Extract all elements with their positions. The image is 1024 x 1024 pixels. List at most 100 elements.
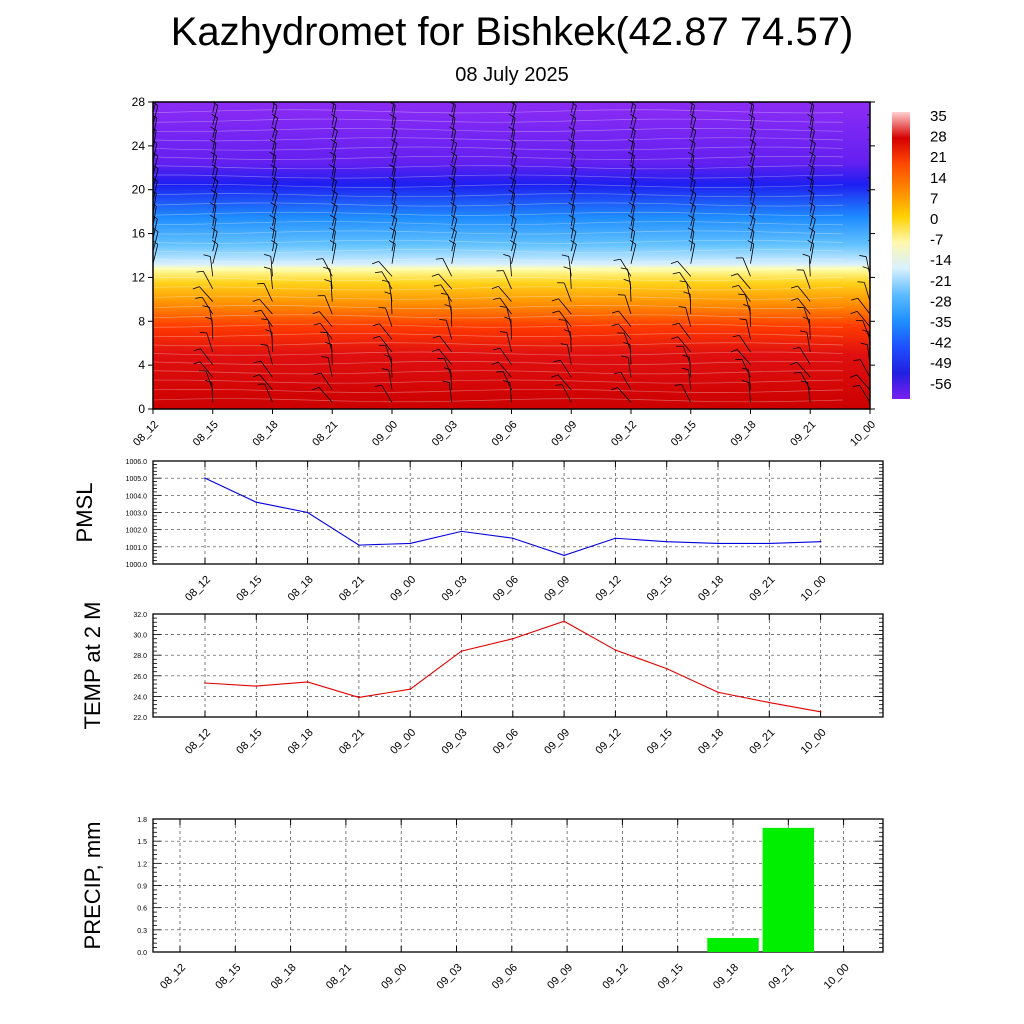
wind-barb-flag [551, 374, 559, 378]
wind-barb-flag [263, 266, 271, 270]
wind-barb [563, 282, 572, 302]
wind-barb-flag [389, 164, 396, 169]
wind-barb-flag [431, 273, 439, 277]
x-tick-label: 10_00 [799, 727, 829, 757]
y-tick-label: 16 [132, 227, 146, 241]
x-tick-label: 09_00 [388, 574, 418, 604]
wind-barb [263, 283, 273, 302]
wind-barb [630, 155, 635, 176]
series-point [358, 696, 360, 699]
colorbar-label: -7 [930, 232, 943, 249]
wind-barb [153, 375, 154, 378]
wind-barb-flag [682, 354, 690, 358]
x-tick-label: 08_15 [213, 962, 243, 992]
x-tick-label: 08_12 [183, 574, 213, 604]
colorbar-label: 0 [930, 211, 938, 228]
wind-barb-flag [807, 240, 814, 245]
wind-barb [860, 359, 870, 378]
wind-barb [800, 372, 811, 391]
wind-barb [745, 319, 751, 340]
wind-barb [260, 360, 273, 378]
wind-barb [690, 168, 695, 189]
contour-line [153, 221, 844, 226]
wind-barb [558, 298, 572, 315]
wind-barb [153, 105, 159, 126]
wind-barb [738, 285, 751, 302]
wind-barb-flag [270, 202, 277, 207]
wind-barb [809, 219, 816, 239]
y-tick-label: 22.0 [133, 715, 147, 722]
wind-barb-flag [330, 214, 337, 220]
colorbar-label: 14 [930, 170, 947, 187]
contour-line [153, 295, 844, 300]
series-point [819, 540, 822, 543]
wind-barb-flag [390, 151, 397, 157]
wind-barb [259, 298, 273, 315]
wind-barb [331, 206, 338, 226]
wind-barb [570, 168, 577, 189]
wind-barb [331, 218, 337, 239]
x-tick-label: 08_21 [337, 574, 367, 604]
wind-barb [511, 218, 517, 239]
colorbar-label: -42 [930, 335, 952, 352]
wind-barb [686, 281, 692, 302]
wind-barb-flag [738, 293, 746, 296]
wind-barb-flag [146, 368, 153, 370]
contour-line [153, 109, 844, 114]
wind-barb-flag [688, 139, 696, 144]
wind-barb [630, 181, 637, 201]
wind-barb-flag [610, 387, 618, 391]
wind-barb [623, 333, 632, 353]
contour-line [153, 361, 844, 365]
wind-barb [570, 231, 577, 252]
wind-barb-flag [749, 214, 756, 220]
wind-barb-flag [312, 387, 320, 391]
y-tick-label: 0.6 [137, 906, 147, 913]
x-tick-label: 09_09 [542, 727, 572, 757]
wind-barb [690, 130, 697, 151]
wind-barb-flag [849, 374, 857, 378]
wind-barb [439, 335, 453, 353]
wind-barb [869, 249, 870, 252]
colorbar-label: 7 [930, 190, 938, 207]
wind-barb [690, 118, 697, 138]
cross-section-panel: 0 4 8 12 16 20 24 28 08_12 08_15 08_18 08_21 09_00 09… [131, 95, 878, 449]
wind-barb [630, 118, 637, 138]
wind-barb-flag [374, 384, 382, 387]
wind-barb-flag [503, 253, 511, 257]
wind-barb-flag [747, 227, 755, 232]
wind-barb [511, 102, 515, 113]
contour-line [153, 333, 844, 337]
wind-barb [630, 143, 635, 163]
series-point [460, 530, 463, 533]
wind-barb [444, 358, 453, 378]
x-tick-label: 09_09 [549, 419, 579, 449]
colorbar-label: -28 [930, 293, 952, 310]
wind-barb [153, 168, 159, 189]
wind-barb [797, 298, 811, 315]
wind-barb-flag [432, 348, 440, 352]
wind-barb [797, 285, 811, 302]
wind-barb-flag [681, 367, 689, 371]
wind-barb-flag [552, 310, 560, 314]
contour-line [153, 267, 844, 272]
wind-barb [205, 370, 214, 390]
wind-barb [557, 374, 572, 391]
wind-barb-flag [623, 278, 631, 282]
x-tick-label: 09_00 [379, 962, 409, 992]
wind-barb-flag [439, 319, 447, 321]
wind-barb-flag [449, 240, 456, 245]
wind-barb-flag [193, 361, 201, 365]
x-tick-label: 09_18 [696, 574, 726, 604]
wind-barb [153, 231, 159, 252]
wind-barb [391, 193, 397, 214]
wind-barb-flag [862, 329, 870, 333]
wind-barb [499, 347, 512, 365]
wind-barb-flag [261, 318, 269, 321]
wind-barb [272, 231, 277, 252]
wind-barb-flag [205, 379, 212, 383]
y-tick-label: 4 [138, 358, 145, 372]
wind-barb [503, 270, 512, 290]
wind-barb-flag [314, 372, 322, 376]
wind-barb-flag [628, 139, 635, 144]
